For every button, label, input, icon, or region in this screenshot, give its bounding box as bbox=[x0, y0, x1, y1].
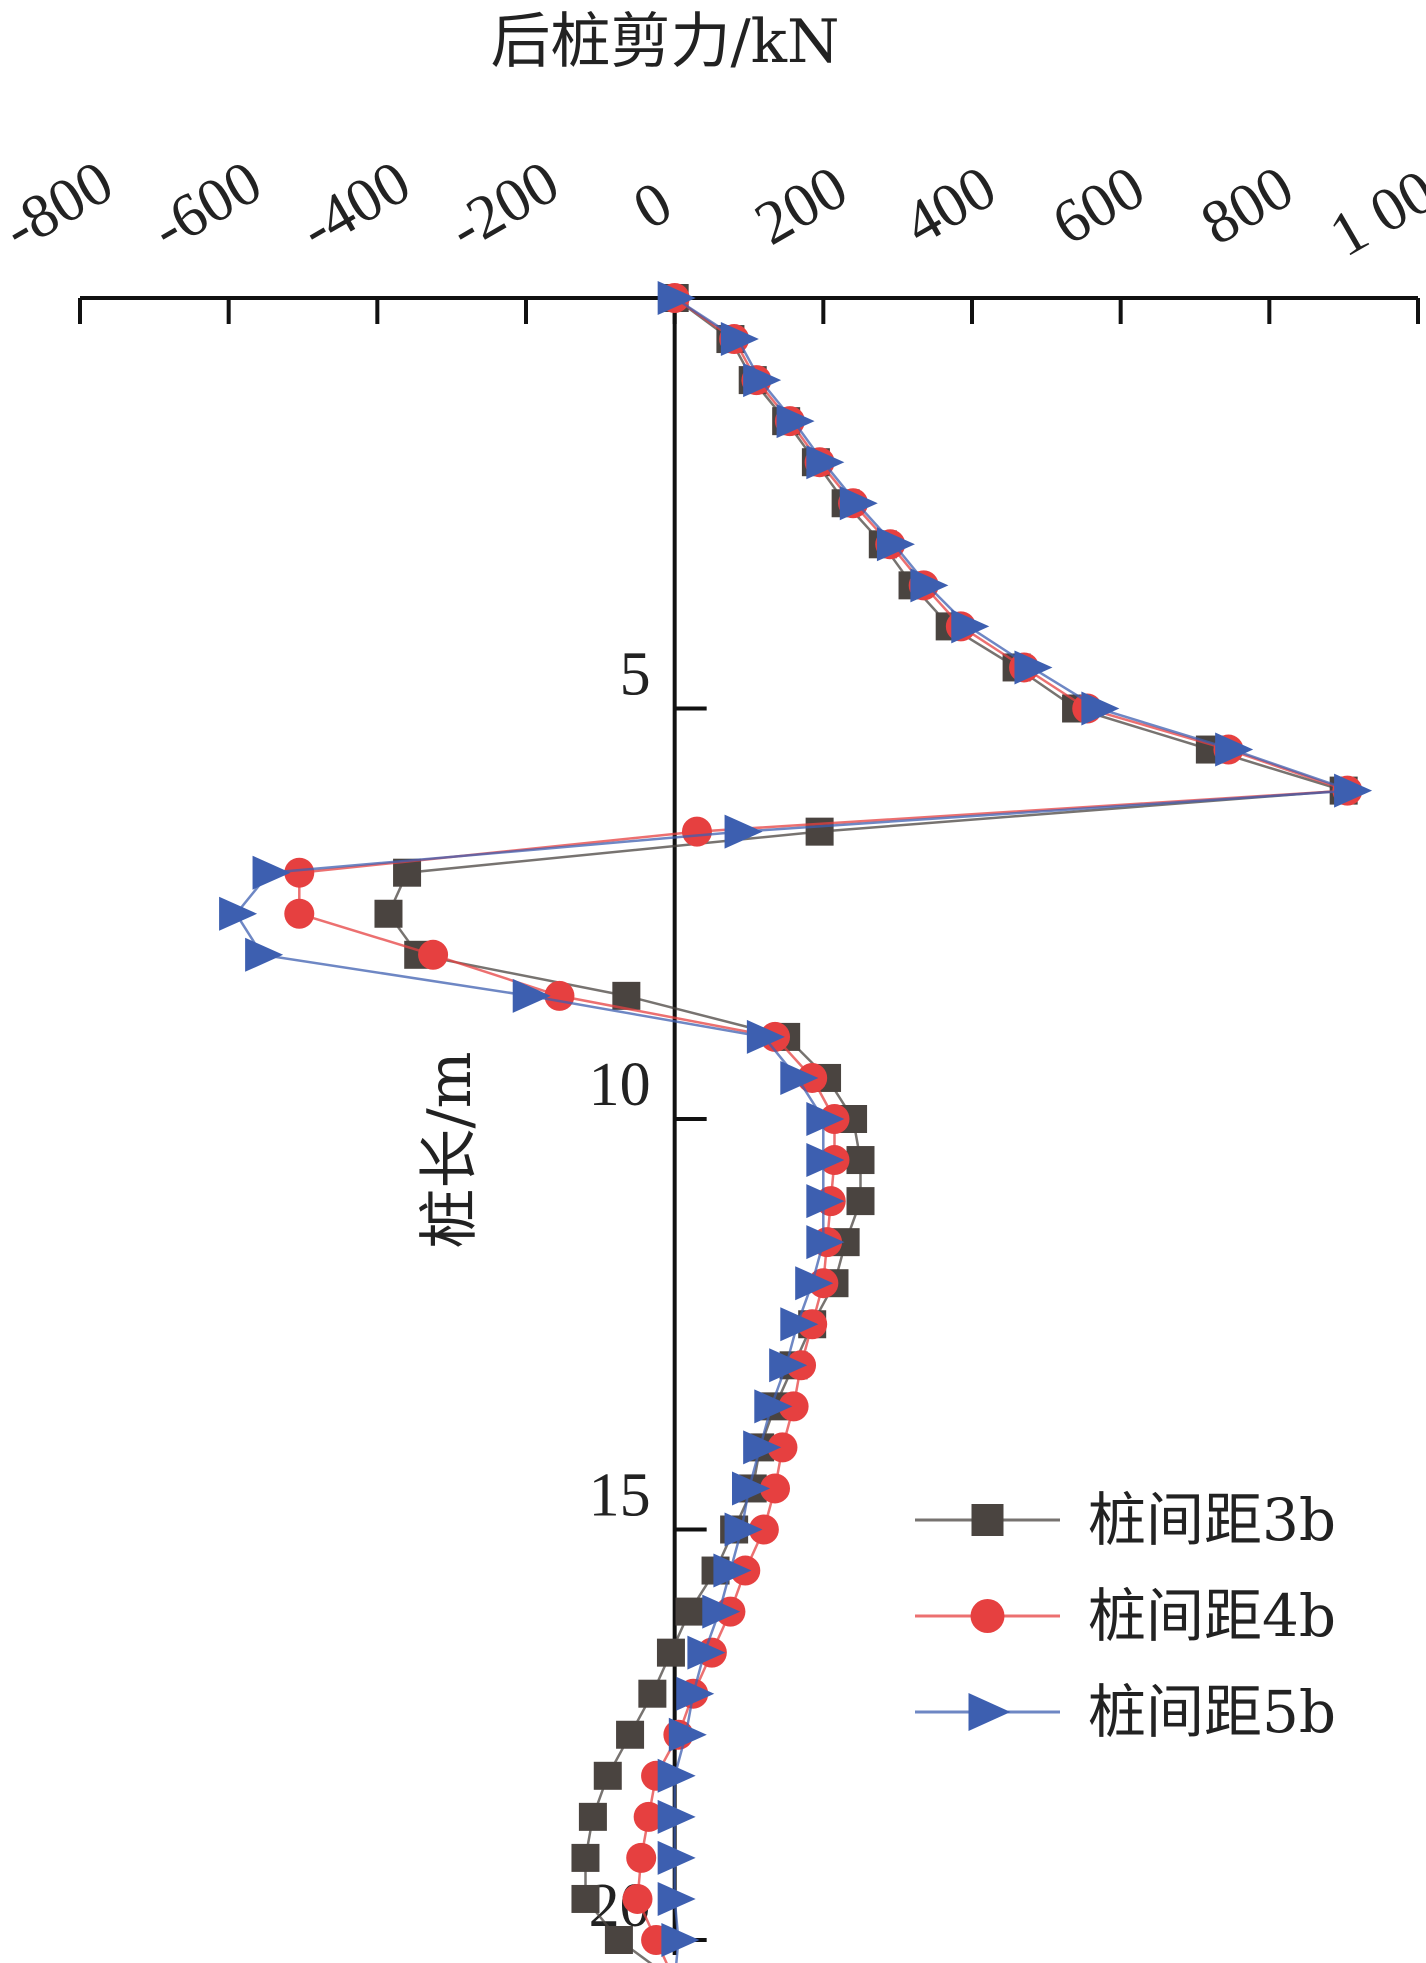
data-point bbox=[806, 1184, 845, 1219]
data-point bbox=[1334, 773, 1373, 808]
series-3 bbox=[219, 281, 1373, 1963]
series-layer bbox=[219, 281, 1373, 1963]
data-point bbox=[657, 1881, 696, 1916]
data-point bbox=[657, 281, 696, 315]
y-tick-label: 15 bbox=[589, 1462, 651, 1530]
x-tick-label: 600 bbox=[1041, 153, 1156, 258]
data-point bbox=[724, 814, 763, 849]
y-tick-label: 10 bbox=[589, 1051, 651, 1119]
data-point bbox=[661, 1923, 700, 1957]
data-point bbox=[657, 1758, 696, 1793]
data-point bbox=[720, 322, 759, 357]
legend-marker bbox=[970, 1599, 1005, 1633]
x-tick-label: 400 bbox=[893, 153, 1008, 258]
data-point bbox=[846, 1187, 875, 1216]
legend-label: 桩间距3b bbox=[1088, 1486, 1336, 1554]
x-tick-label: -600 bbox=[140, 148, 272, 264]
x-tick-label: 0 bbox=[622, 168, 683, 242]
data-point bbox=[675, 1597, 704, 1626]
data-point bbox=[743, 1430, 782, 1465]
data-point bbox=[657, 1840, 696, 1875]
data-point bbox=[806, 1143, 845, 1178]
data-point bbox=[687, 1635, 726, 1670]
data-point bbox=[252, 855, 291, 890]
data-point bbox=[713, 1553, 752, 1588]
data-point bbox=[1081, 691, 1120, 726]
y-tick-label: 5 bbox=[620, 641, 651, 709]
data-point bbox=[795, 1266, 834, 1301]
data-point bbox=[668, 1717, 707, 1752]
data-point bbox=[760, 1473, 791, 1504]
x-tick-label: -400 bbox=[289, 148, 421, 264]
data-point bbox=[805, 817, 834, 846]
legend: 桩间距3b 桩间距4b 桩间距5b bbox=[915, 1486, 1336, 1746]
data-point bbox=[778, 1391, 809, 1422]
data-point bbox=[846, 1146, 875, 1175]
y-axis-title: 桩长/m bbox=[415, 1051, 485, 1248]
data-point bbox=[571, 1884, 600, 1913]
x-axis-title: 后桩剪力/kN bbox=[490, 7, 839, 77]
legend-label: 桩间距4b bbox=[1088, 1582, 1336, 1650]
data-point bbox=[951, 609, 990, 644]
data-point bbox=[743, 363, 782, 398]
legend-label: 桩间距5b bbox=[1088, 1678, 1336, 1746]
data-point bbox=[284, 898, 315, 929]
data-point bbox=[910, 568, 949, 603]
data-point bbox=[512, 978, 551, 1013]
data-point bbox=[593, 1761, 622, 1790]
legend-marker bbox=[971, 1504, 1004, 1536]
data-point bbox=[748, 1514, 779, 1545]
data-point bbox=[612, 981, 641, 1010]
data-point bbox=[1014, 650, 1053, 685]
data-point bbox=[374, 899, 403, 928]
data-point bbox=[732, 1471, 770, 1506]
legend-marker bbox=[968, 1693, 1011, 1731]
data-point bbox=[626, 1842, 657, 1873]
data-point bbox=[604, 1926, 633, 1954]
data-point bbox=[578, 1802, 607, 1831]
data-point bbox=[776, 404, 815, 439]
data-point bbox=[746, 1019, 785, 1054]
data-point bbox=[876, 527, 915, 562]
data-point bbox=[702, 1594, 741, 1629]
x-tick-label: 1 000 bbox=[1319, 141, 1426, 270]
data-point bbox=[622, 1883, 653, 1914]
x-tick-label: -200 bbox=[438, 148, 570, 264]
data-point bbox=[806, 1225, 845, 1260]
data-point bbox=[656, 1638, 685, 1667]
data-point bbox=[638, 1679, 667, 1708]
x-tick-label: -800 bbox=[0, 148, 124, 264]
data-point bbox=[245, 937, 284, 972]
legend-entry: 桩间距4b bbox=[915, 1582, 1336, 1650]
data-point bbox=[1215, 732, 1254, 767]
data-point bbox=[418, 939, 449, 970]
data-point bbox=[806, 445, 845, 480]
data-point bbox=[780, 1060, 819, 1095]
data-point bbox=[284, 857, 315, 888]
data-point bbox=[724, 1512, 763, 1547]
data-point bbox=[806, 1102, 845, 1136]
data-point bbox=[633, 1801, 664, 1832]
data-point bbox=[754, 1389, 793, 1424]
legend-entry: 桩间距5b bbox=[915, 1678, 1336, 1746]
data-point bbox=[767, 1432, 798, 1463]
data-point bbox=[616, 1720, 645, 1749]
data-point bbox=[676, 1676, 715, 1711]
data-point bbox=[571, 1843, 600, 1872]
data-point bbox=[780, 1307, 819, 1342]
x-tick-label: 800 bbox=[1190, 153, 1305, 258]
data-point bbox=[839, 486, 878, 521]
data-point bbox=[769, 1348, 808, 1383]
data-point bbox=[219, 896, 258, 931]
x-tick-label: 200 bbox=[744, 153, 859, 258]
data-point bbox=[657, 1799, 696, 1834]
data-point bbox=[681, 816, 712, 847]
legend-entry: 桩间距3b bbox=[915, 1486, 1336, 1554]
